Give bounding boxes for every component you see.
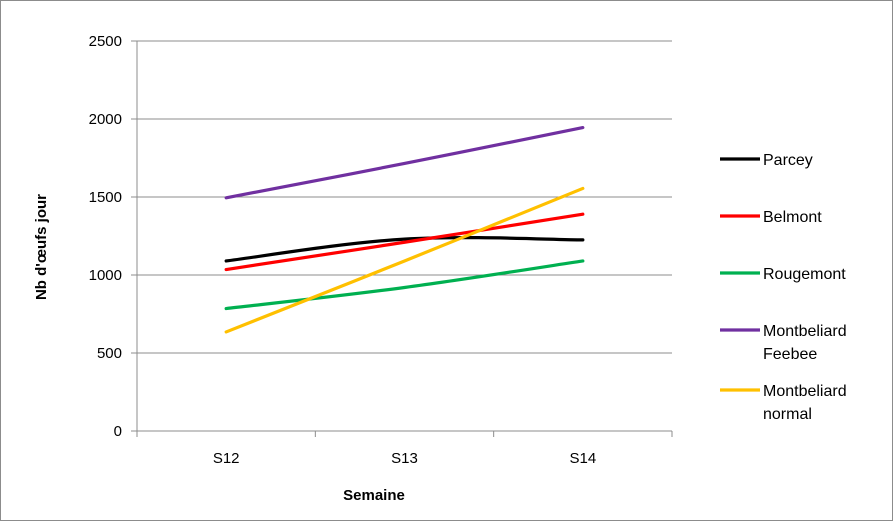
- series-line-belmont: [224, 212, 585, 272]
- legend-label: Montbeliard: [763, 323, 847, 340]
- series-line-parcey: [224, 235, 585, 263]
- x-tick-label: S12: [213, 450, 240, 467]
- x-tick-label: S13: [391, 450, 418, 467]
- legend-label: Montbeliard: [763, 383, 847, 400]
- legend-item-montbeliard-normal: Montbeliard normal: [720, 383, 847, 423]
- legend-label: normal: [763, 406, 812, 423]
- y-tick-label: 2000: [89, 111, 122, 128]
- x-axis-title: Semaine: [343, 487, 405, 504]
- y-axis-title: Nb d'œufs jour: [33, 194, 50, 300]
- legend-label: Feebee: [763, 346, 817, 363]
- y-tick-label: 500: [97, 345, 122, 362]
- legend: ParceyBelmontRougemontMontbeliardFeebeeM…: [720, 152, 847, 423]
- legend-item-rougemont: Rougemont: [720, 266, 846, 283]
- legend-item-parcey: Parcey: [720, 152, 813, 169]
- legend-label: Rougemont: [763, 266, 846, 283]
- series-line-rougemont: [224, 259, 585, 311]
- y-tick-label: 2500: [89, 33, 122, 50]
- y-tick-label: 1000: [89, 267, 122, 284]
- gridlines: [137, 40, 672, 354]
- y-tick-label: 1500: [89, 189, 122, 206]
- y-tick-label: 0: [114, 423, 122, 440]
- x-tick-label: S14: [569, 450, 596, 467]
- legend-item-montbeliard-feebee: Montbeliard Feebee: [720, 323, 847, 363]
- series-line-montbeliard-feebee: [224, 125, 585, 200]
- legend-label: Belmont: [763, 209, 822, 226]
- legend-item-belmont: Belmont: [720, 209, 822, 226]
- series-line-montbeliard-normal: [224, 186, 585, 334]
- legend-label: Parcey: [763, 152, 813, 169]
- series-lines: [224, 125, 585, 334]
- axes: 0 500 1000 1500 2000 2500 S12 S13 S14: [89, 33, 673, 467]
